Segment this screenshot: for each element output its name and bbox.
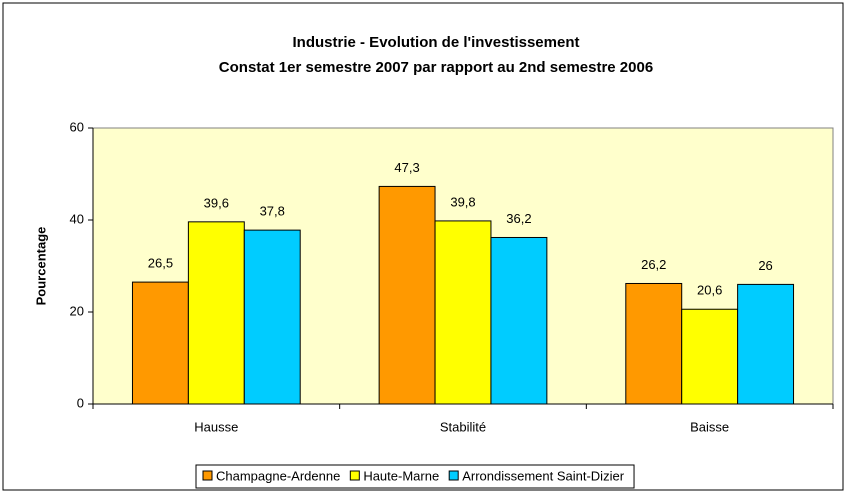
chart-title: Industrie - Evolution de l'investissemen… <box>293 34 580 51</box>
value-label: 26,2 <box>641 257 666 272</box>
y-tick-label: 40 <box>70 211 84 226</box>
chart-subtitle: Constat 1er semestre 2007 par rapport au… <box>219 59 653 76</box>
value-label: 47,3 <box>394 160 419 175</box>
legend-swatch <box>448 470 459 481</box>
x-tick-label: Stabilité <box>440 419 486 434</box>
value-label: 39,6 <box>204 195 229 210</box>
bar <box>737 283 795 405</box>
y-axis-label: Pourcentage <box>33 227 48 306</box>
value-label: 26 <box>758 258 772 273</box>
bar <box>187 221 245 405</box>
legend-label: Champagne-Ardenne <box>216 468 340 483</box>
bar <box>131 281 189 405</box>
bar <box>243 229 301 405</box>
value-label: 26,5 <box>148 256 173 271</box>
value-label: 37,8 <box>260 204 285 219</box>
legend-swatch <box>349 470 360 481</box>
value-label: 39,8 <box>450 194 475 209</box>
legend-swatch <box>202 470 213 481</box>
bar <box>490 236 548 405</box>
legend-label: Haute-Marne <box>363 468 439 483</box>
bar <box>681 308 739 405</box>
y-tick-label: 60 <box>70 119 84 134</box>
x-tick-label: Baisse <box>690 419 729 434</box>
y-tick-label: 0 <box>77 395 84 410</box>
x-tick-label: Hausse <box>194 419 238 434</box>
y-tick-label: 20 <box>70 303 84 318</box>
value-label: 20,6 <box>697 283 722 298</box>
bar <box>434 220 492 405</box>
bar <box>378 185 436 405</box>
legend-label: Arrondissement Saint-Dizier <box>462 468 625 483</box>
bar <box>625 282 683 405</box>
value-label: 36,2 <box>506 211 531 226</box>
legend <box>195 464 635 489</box>
